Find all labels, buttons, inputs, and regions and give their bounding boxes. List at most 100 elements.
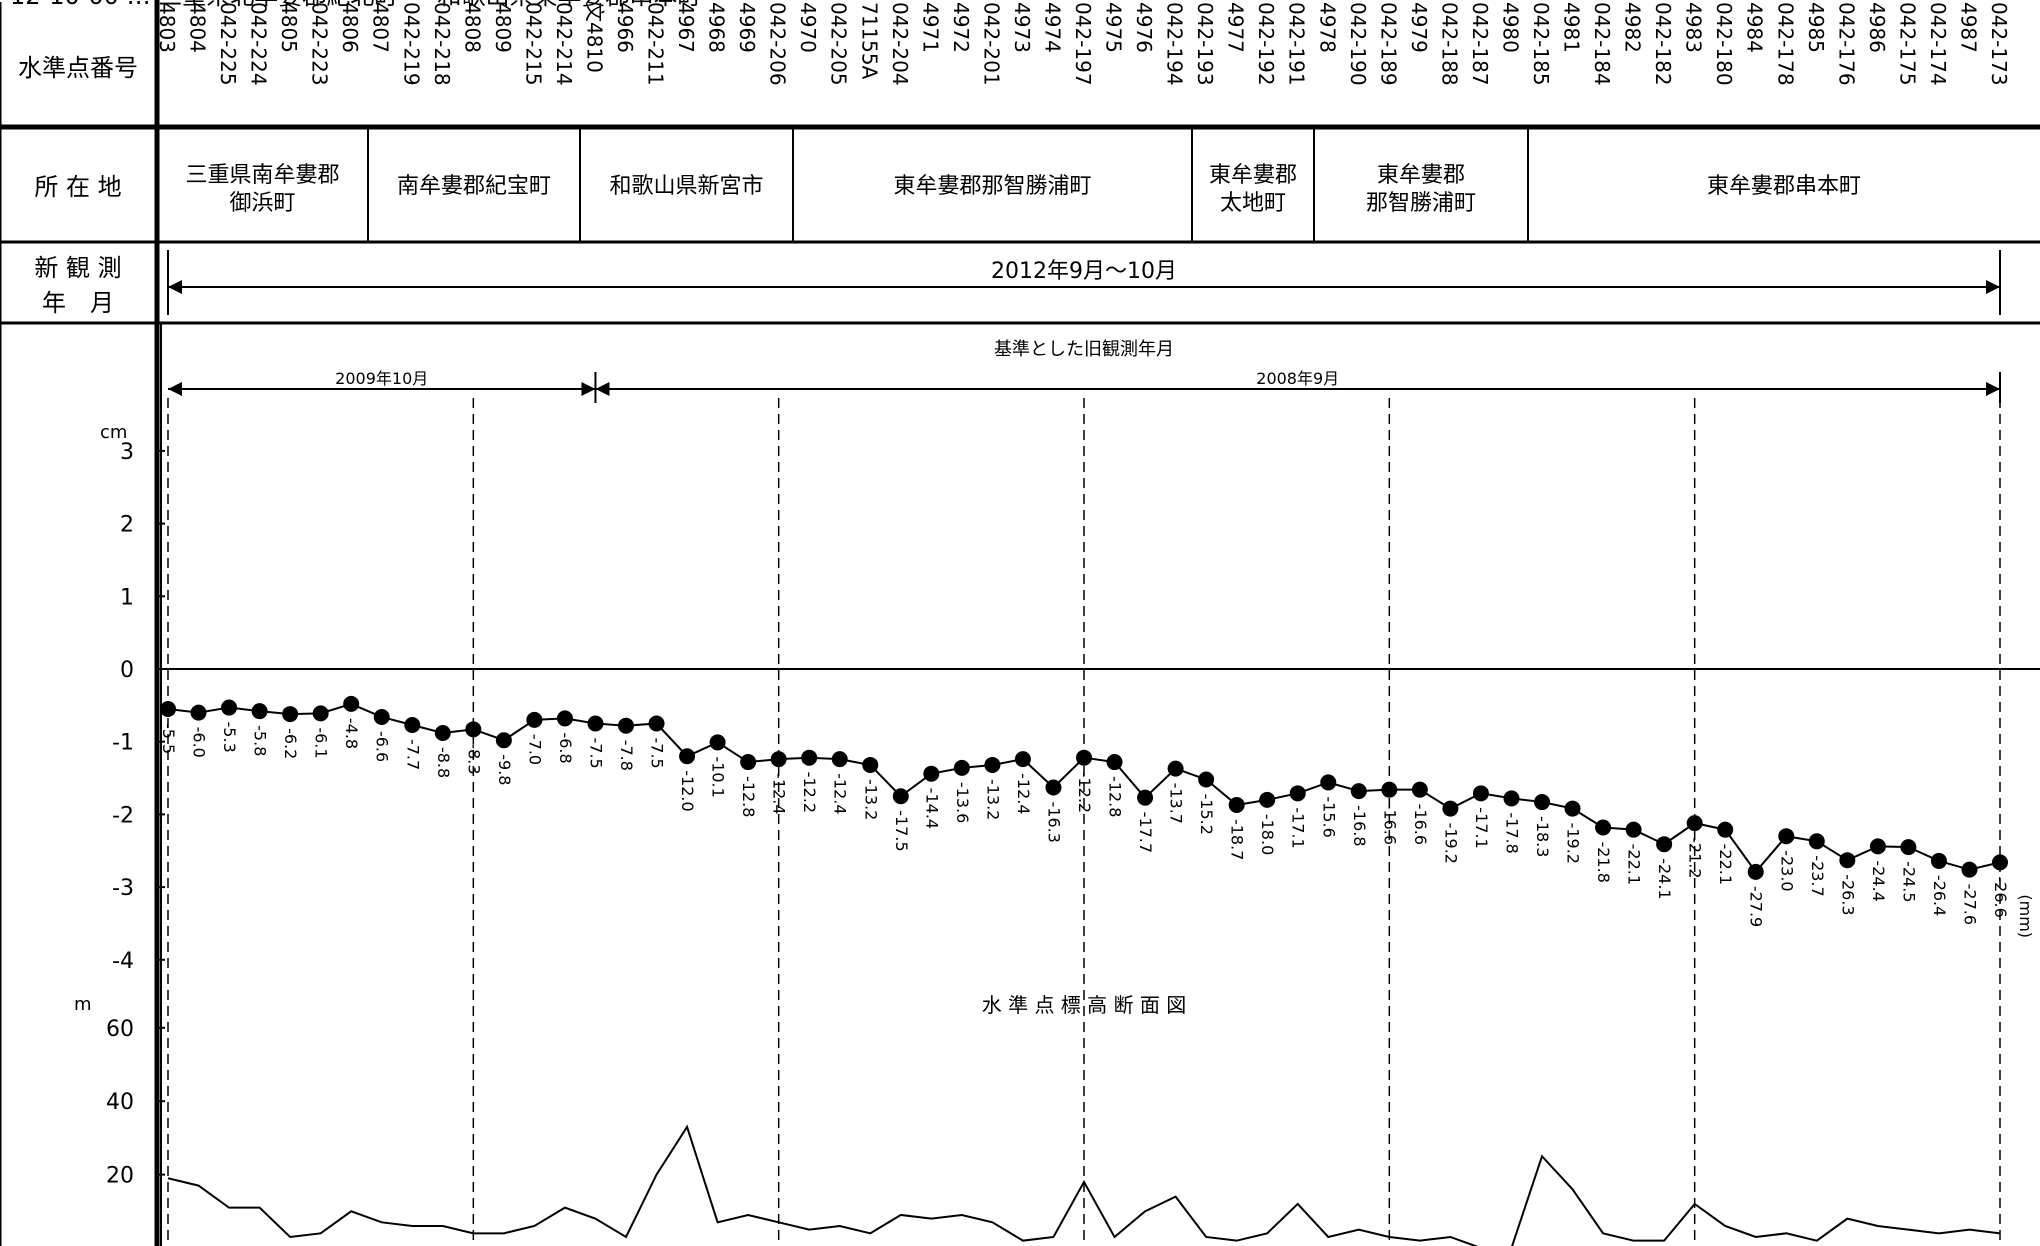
displacement-label: -23.7 [1808,855,1827,896]
displacement-label: -22.1 [1716,844,1735,885]
station-label: 042-219 [399,2,423,86]
displacement-label: -18.3 [1533,816,1552,857]
station-label: 4972 [949,2,973,53]
municipality-label: 和歌山県新宮市 [609,174,763,199]
displacement-label: -12.4 [770,773,789,814]
station-label: 042-178 [1773,2,1797,86]
municipality-label: 東牟婁郡那智勝浦町 [893,174,1091,199]
displacement-label: -4.8 [342,718,361,749]
displacement-point [1472,785,1489,802]
displacement-point [984,756,1001,773]
arrow-head-right [1986,382,2000,396]
station-label: 4974 [1040,2,1064,53]
header-title: 12-10-00 … 三重県北牟婁郡紀北町 ～ 和歌山県東牟婁郡串本町 [10,0,701,10]
displacement-label: -10.1 [709,756,728,797]
station-label: 文4810 [582,2,606,73]
displacement-point [648,715,665,732]
station-label: 042-180 [1712,2,1736,86]
station-label: 042-225 [216,2,240,86]
displacement-label: -24.1 [1655,858,1674,899]
station-label: 4981 [1560,2,1584,53]
station-label: 042-194 [1163,2,1187,86]
station-label: 042-182 [1651,2,1675,86]
municipality-label: 東牟婁郡串本町 [1707,174,1861,199]
displacement-point [1014,751,1031,768]
displacement-label: -18.7 [1228,819,1247,860]
displacement-point [1961,861,1978,878]
displacement-point [1656,836,1673,853]
station-label: 4969 [735,2,759,53]
station-label: 042-174 [1926,2,1950,86]
station-label: 042-214 [552,2,576,86]
displacement-point [892,788,909,805]
lower-title: 水 準 点 標 高 断 面 図 [982,993,1187,1017]
displacement-label: -5.5 [159,723,178,754]
displacement-label: -17.1 [1472,807,1491,848]
station-label: 042-197 [1071,2,1095,86]
displacement-label: -13.6 [953,782,972,823]
displacement-label: -16.3 [1044,802,1063,843]
municipality-label: 三重県南牟婁郡 [185,163,339,188]
displacement-label: -13.7 [1167,783,1186,824]
displacement-label: -7.8 [617,740,636,771]
displacement-point [1228,796,1245,813]
displacement-point [679,748,696,765]
y-tick-label: -4 [112,949,134,974]
displacement-point [1778,828,1795,845]
displacement-label: -7.7 [403,739,422,770]
displacement-point [1411,781,1428,798]
upper-unit-label: cm [100,422,127,443]
displacement-label: -18.0 [1258,814,1277,855]
station-label: 042-223 [308,2,332,86]
station-label: 4983 [1682,2,1706,53]
station-label: 4809 [491,2,515,53]
displacement-label: -24.5 [1899,861,1918,902]
station-label: 042-201 [979,2,1003,86]
displacement-label: -15.2 [1197,794,1216,835]
y-tick-label: -3 [112,876,134,901]
station-label: 4806 [338,2,362,53]
displacement-point [373,708,390,725]
baseline-period-row: 基準とした旧観測年月 2009年10月 2008年9月 [168,339,2001,403]
displacement-point [1198,771,1215,788]
displacement-point [709,734,726,751]
displacement-label: -7.0 [525,734,544,765]
displacement-point [343,695,360,712]
row-label-new-survey-1: 新 観 測 [34,254,121,282]
displacement-label: -12.8 [739,776,758,817]
y-tick-label: 1 [120,585,134,610]
station-label: 042-224 [247,2,271,86]
displacement-point [1106,754,1123,771]
displacement-label: -26.4 [1930,875,1949,916]
displacement-point [190,704,207,721]
station-label: 4973 [1010,2,1034,53]
station-label: 042-204 [888,2,912,86]
displacement-label: -24.4 [1869,860,1888,901]
displacement-label: -26.3 [1838,874,1857,915]
displacement-point [1717,821,1734,838]
y-tick-label: 0 [120,658,134,683]
displacement-label: -21.2 [1686,837,1705,878]
row-label-new-survey-2: 年 月 [42,289,114,317]
displacement-point [770,751,787,768]
municipality-label-2: 御浜町 [229,191,295,216]
displacement-label: -12.4 [831,773,850,814]
arrow-head-right [581,382,596,396]
displacement-point [801,749,818,766]
displacement-label: -6.6 [373,731,392,762]
displacement-label: -17.7 [1136,812,1155,853]
station-label: 4804 [186,2,210,53]
displacement-label: -16.6 [1380,804,1399,845]
displacement-label: -6.0 [190,727,209,758]
station-label: 4986 [1865,2,1889,53]
arrow-head-left [595,382,610,396]
station-label: 4979 [1407,2,1431,53]
station-label: 4987 [1956,2,1980,53]
displacement-point [556,710,573,727]
displacement-point [953,759,970,776]
displacement-label: -17.5 [892,810,911,851]
station-label: 4805 [277,2,301,53]
y-tick-label: 2 [120,513,134,538]
station-label: 4807 [369,2,393,53]
